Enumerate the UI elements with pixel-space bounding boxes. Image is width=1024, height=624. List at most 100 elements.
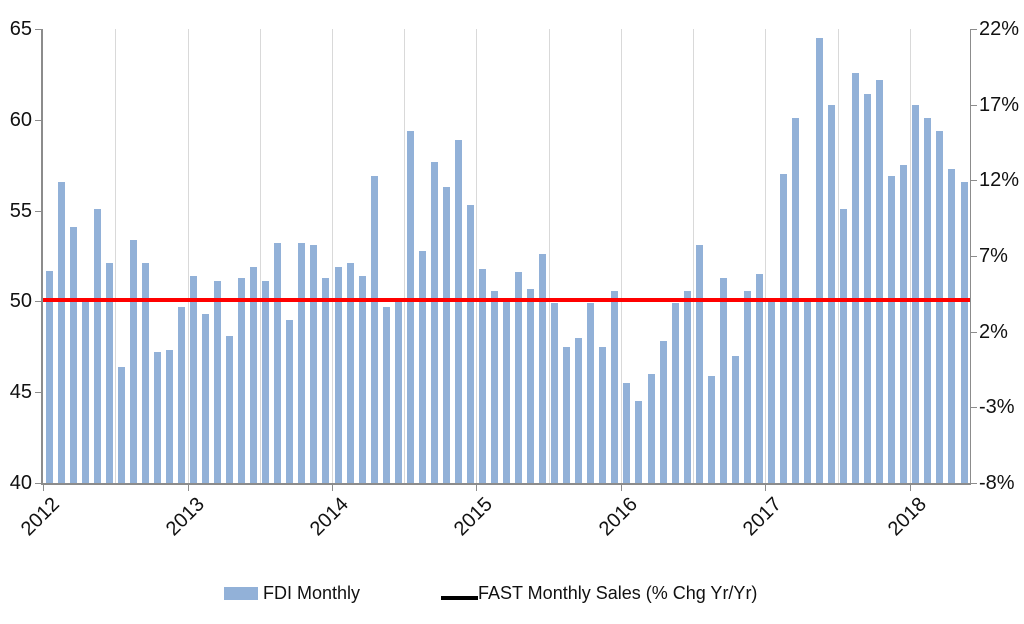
fdi-monthly-bar [226, 335, 234, 483]
fdi-monthly-bar [153, 352, 161, 483]
x-axis-year-tick [620, 485, 622, 491]
right-axis-tick [971, 104, 977, 106]
legend-swatch-fast-line [441, 596, 478, 600]
fdi-monthly-bar [828, 105, 836, 483]
fdi-monthly-bar [719, 277, 727, 483]
fdi-monthly-bar [442, 187, 450, 483]
fdi-monthly-bar [274, 243, 282, 483]
fdi-monthly-bar [731, 355, 739, 483]
fdi-monthly-bar [238, 277, 246, 483]
right-axis-tick [971, 29, 977, 30]
fdi-monthly-bar [551, 303, 559, 483]
left-axis-tick [35, 301, 41, 303]
fdi-monthly-bar [346, 263, 354, 483]
fdi-monthly-bar [816, 38, 823, 483]
vertical-gridline [620, 29, 622, 483]
fdi-monthly-bar [840, 208, 848, 483]
vertical-gridline [837, 29, 839, 483]
fdi-monthly-bar [454, 139, 462, 483]
right-axis-label: 12% [979, 169, 1020, 192]
left-axis-line [41, 29, 43, 485]
vertical-gridline [259, 29, 261, 483]
fdi-monthly-bar [370, 176, 378, 483]
x-axis-year-tick [331, 485, 333, 491]
fdi-monthly-bar [298, 243, 306, 483]
fdi-monthly-bar [190, 276, 197, 483]
fdi-monthly-bar [779, 174, 787, 483]
fdi-monthly-bar [177, 306, 185, 483]
fdi-monthly-bar [105, 263, 113, 483]
fdi-monthly-bar [117, 366, 125, 483]
left-axis-tick [35, 392, 41, 394]
left-axis-label: 60 [9, 108, 32, 131]
fdi-monthly-bar [286, 319, 294, 483]
fdi-monthly-bar [671, 303, 679, 483]
left-axis-tick [35, 483, 41, 484]
right-axis-tick [971, 407, 977, 409]
fdi-monthly-bar [888, 176, 896, 483]
x-axis-year-label: 2013 [161, 493, 209, 541]
fdi-monthly-bar [310, 245, 318, 483]
fdi-monthly-bar [69, 226, 77, 483]
right-axis-tick [971, 483, 977, 484]
fdi-monthly-bar [948, 168, 956, 483]
fdi-monthly-bar [322, 277, 330, 483]
fdi-monthly-bar [394, 301, 402, 483]
fdi-monthly-bar [635, 401, 643, 483]
fdi-monthly-bar [611, 290, 619, 483]
fdi-monthly-bar [804, 297, 811, 483]
fdi-monthly-bar [202, 314, 209, 483]
fdi-monthly-bar [262, 281, 270, 483]
right-axis-tick [971, 331, 977, 333]
x-axis-year-label: 2014 [305, 493, 353, 541]
fdi-monthly-bar [527, 288, 535, 483]
fdi-monthly-bar [539, 254, 547, 483]
fdi-monthly-bar [382, 306, 390, 483]
vertical-gridline [331, 29, 333, 483]
x-axis-year-label: 2012 [16, 493, 64, 541]
x-axis-year-label: 2016 [594, 493, 642, 541]
x-axis-year-tick [476, 485, 478, 491]
vertical-gridline [187, 29, 189, 483]
left-axis-label: 45 [9, 381, 32, 404]
right-axis-tick [971, 180, 977, 182]
fdi-monthly-bar [563, 346, 571, 483]
legend-label-fdi: FDI Monthly [263, 583, 361, 603]
legend-label-fast: FAST Monthly Sales (% Chg Yr/Yr) [478, 583, 758, 603]
right-axis-tick [971, 256, 977, 257]
left-axis-label: 65 [9, 18, 32, 40]
right-axis-label: -3% [979, 396, 1015, 419]
left-axis-tick [35, 210, 41, 212]
right-axis-label: 2% [979, 320, 1008, 343]
fdi-monthly-bar [575, 337, 583, 483]
fdi-monthly-bar [755, 274, 763, 483]
fdi-monthly-bar [214, 281, 222, 483]
left-axis-tick [35, 29, 41, 30]
fdi-monthly-bar [515, 272, 522, 483]
right-axis-label: -8% [979, 472, 1015, 494]
right-axis-label: 7% [979, 245, 1008, 267]
fdi-monthly-bar [852, 72, 860, 483]
vertical-gridline [548, 29, 550, 483]
x-axis-year-tick [43, 485, 44, 491]
fdi-monthly-bar [93, 208, 101, 483]
x-axis-year-tick [909, 485, 911, 491]
x-axis-year-tick [187, 485, 189, 491]
x-axis-year-label: 2017 [739, 493, 787, 541]
fdi-monthly-bar [936, 130, 944, 483]
fdi-monthly-bar [466, 205, 474, 483]
fdi-monthly-bar [406, 130, 414, 483]
fdi-monthly-bar [767, 299, 775, 483]
fdi-monthly-bar [647, 374, 655, 483]
fdi-monthly-bar [659, 341, 667, 483]
x-axis-year-tick [765, 485, 767, 491]
fdi-monthly-bar [334, 266, 342, 483]
right-axis-label: 22% [979, 18, 1020, 40]
fdi-monthly-bar [358, 276, 366, 483]
fdi-monthly-bar [599, 346, 607, 483]
fdi-monthly-bar [45, 270, 53, 483]
fdi-monthly-bar [430, 161, 438, 483]
vertical-gridline [115, 29, 117, 483]
fdi-monthly-bar [57, 181, 65, 483]
